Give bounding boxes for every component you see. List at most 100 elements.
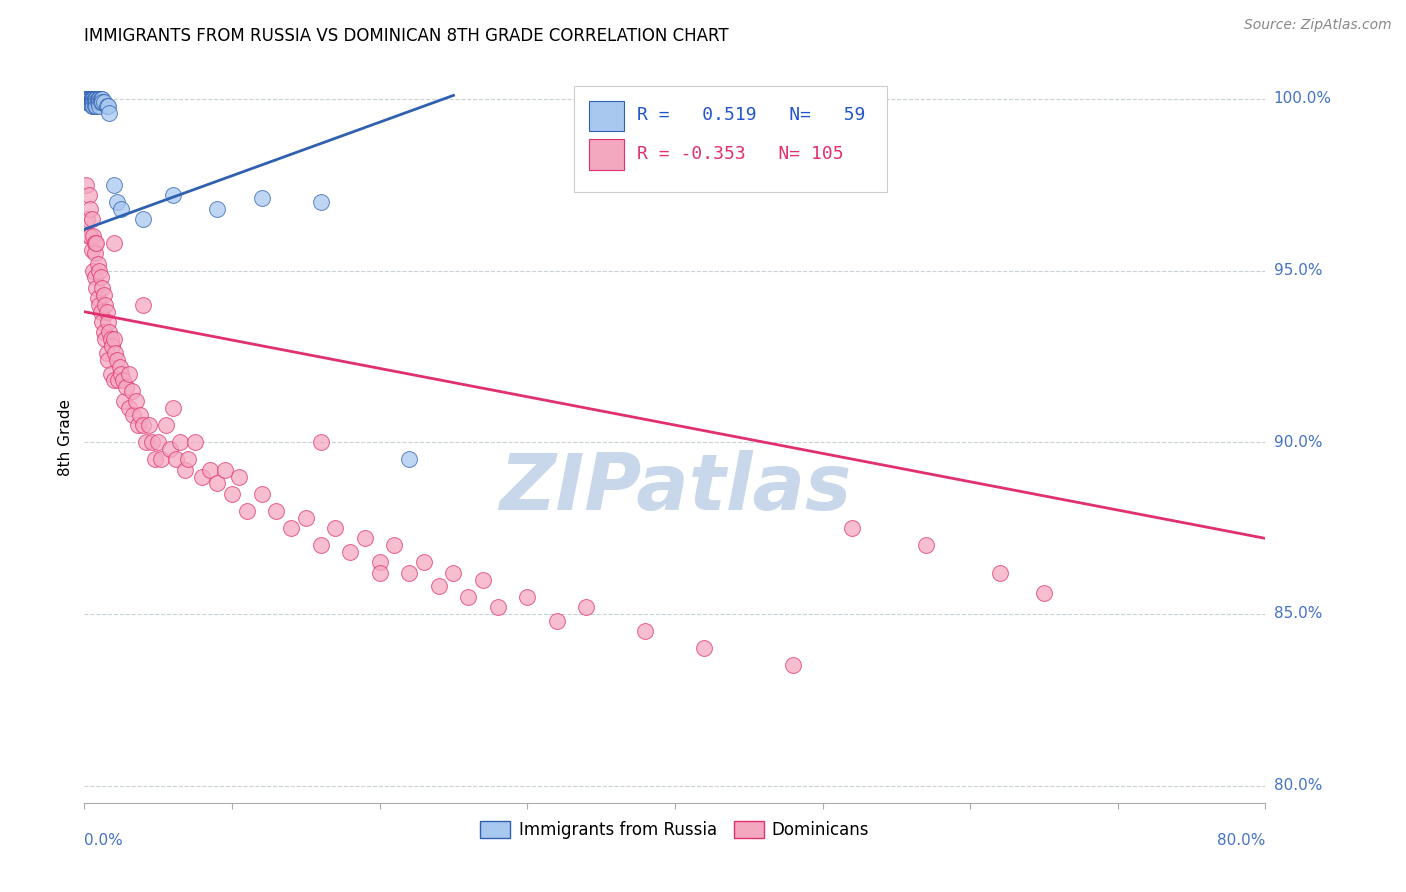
Point [129,408,152,422]
Point [207,202,229,216]
Point [79,92,101,106]
Point [87,95,111,110]
Point [169,435,191,450]
Point [103,373,125,387]
Point [94,332,117,346]
Point [77,95,100,110]
Point [80,98,103,112]
Point [198,463,221,477]
Point [125,394,148,409]
Point [77,95,100,110]
Point [266,504,288,518]
Point [77,188,100,202]
Point [486,600,509,615]
Point [84,95,107,110]
Point [250,487,273,501]
Point [82,98,104,112]
Point [94,298,117,312]
Point [84,235,107,250]
Point [325,521,347,535]
Point [90,95,112,110]
Text: IMMIGRANTS FROM RUSSIA VS DOMINICAN 8TH GRADE CORRELATION CHART: IMMIGRANTS FROM RUSSIA VS DOMINICAN 8TH … [84,27,728,45]
Text: 80.0%: 80.0% [1218,833,1265,848]
Point [841,521,863,535]
Text: 80.0%: 80.0% [1274,778,1322,793]
Point [80,95,103,110]
Point [76,92,98,106]
Point [184,435,207,450]
Point [96,304,118,318]
Point [96,346,118,360]
Bar [589,101,624,131]
Point [80,95,103,110]
Text: R = -0.353   N= 105: R = -0.353 N= 105 [637,145,844,163]
Text: 0.0%: 0.0% [84,833,124,848]
Point [80,95,103,110]
Point [83,92,105,106]
Point [108,359,131,374]
Point [87,298,111,312]
Point [77,92,100,106]
Point [107,373,129,387]
Point [105,352,128,367]
Point [79,229,101,244]
Point [368,566,391,580]
Point [143,452,166,467]
Point [97,315,120,329]
Point [150,452,173,467]
Point [988,566,1011,580]
Point [79,202,101,216]
Point [105,194,128,209]
Point [83,270,105,285]
Point [207,476,229,491]
Point [80,243,103,257]
Point [82,95,104,110]
Point [83,246,105,260]
Point [93,326,115,340]
Point [118,367,141,381]
Point [98,105,121,120]
Point [132,212,155,227]
Point [427,579,450,593]
Point [90,270,112,285]
Point [103,235,125,250]
Text: ZIPatlas: ZIPatlas [499,450,851,526]
Point [91,92,114,106]
Point [114,380,136,394]
Point [295,510,318,524]
Point [173,463,195,477]
Point [177,452,200,467]
Point [82,229,104,244]
Point [413,556,436,570]
Point [86,257,108,271]
Point [398,566,420,580]
Point [100,367,122,381]
Point [82,263,104,277]
Point [90,304,112,318]
Point [457,590,479,604]
Point [339,545,361,559]
Text: Source: ZipAtlas.com: Source: ZipAtlas.com [1244,18,1392,32]
Point [82,92,104,106]
Point [1033,586,1056,600]
Point [79,95,101,110]
Text: 100.0%: 100.0% [1274,91,1331,106]
Point [280,521,302,535]
Bar [589,139,624,170]
Point [82,92,104,106]
Text: 95.0%: 95.0% [1274,263,1322,278]
Legend: Immigrants from Russia, Dominicans: Immigrants from Russia, Dominicans [474,814,876,846]
Point [96,98,118,112]
Point [122,408,145,422]
Point [214,463,236,477]
Text: 85.0%: 85.0% [1274,607,1322,622]
Point [87,263,111,277]
Point [162,401,184,415]
Point [103,332,125,346]
Point [100,332,122,346]
Point [236,504,259,518]
Point [75,95,97,110]
Point [516,590,538,604]
Point [309,194,332,209]
Point [191,469,214,483]
